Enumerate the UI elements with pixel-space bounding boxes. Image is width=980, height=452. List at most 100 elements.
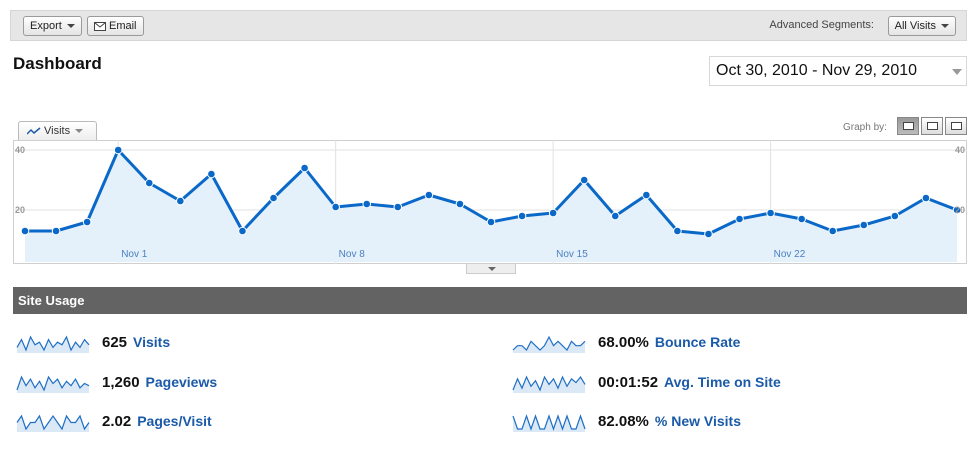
y-tick-label-right: 40 bbox=[955, 145, 965, 155]
data-point bbox=[828, 226, 838, 236]
stat-link[interactable]: Pages/Visit bbox=[137, 413, 212, 429]
stat-link[interactable]: Bounce Rate bbox=[654, 334, 741, 350]
sparkline-line bbox=[512, 335, 586, 351]
export-label: Export bbox=[30, 20, 62, 32]
data-point bbox=[207, 169, 216, 179]
data-point bbox=[673, 226, 682, 236]
sparkline-line bbox=[16, 414, 90, 431]
stat-value: 625 bbox=[102, 334, 128, 351]
data-point bbox=[921, 193, 931, 203]
stat-avg-time: 00:01:52 Avg. Time on Site bbox=[512, 372, 932, 394]
site-usage-header: Site Usage bbox=[13, 287, 967, 314]
data-point bbox=[579, 175, 589, 185]
data-point bbox=[517, 211, 527, 221]
sparkline-icon bbox=[512, 375, 586, 393]
stat-value: 68.00% bbox=[598, 334, 649, 351]
sparkline-area bbox=[513, 337, 585, 353]
data-point bbox=[890, 211, 900, 221]
data-point bbox=[548, 208, 558, 218]
graph-by-month-button[interactable] bbox=[945, 117, 967, 135]
stat-link[interactable]: Pageviews bbox=[145, 374, 218, 390]
data-point bbox=[331, 202, 340, 212]
chevron-down-icon bbox=[488, 267, 496, 271]
data-point bbox=[704, 229, 713, 239]
sparkline-area bbox=[17, 377, 89, 393]
sparkline-icon bbox=[16, 335, 90, 353]
x-tick-label: Nov 1 bbox=[121, 249, 148, 260]
sparkline-line bbox=[512, 375, 586, 392]
date-range-text: Oct 30, 2010 - Nov 29, 2010 bbox=[716, 62, 918, 79]
stat-value: 1,260 bbox=[102, 374, 140, 391]
chevron-down-icon bbox=[66, 24, 75, 29]
stat-link[interactable]: % New Visits bbox=[654, 413, 741, 429]
data-point bbox=[113, 145, 123, 155]
stat-new-visits: 82.08% % New Visits bbox=[512, 411, 932, 433]
sparkline-icon bbox=[16, 414, 90, 432]
stat-pages-per-visit: 2.02 Pages/Visit bbox=[16, 411, 436, 433]
data-point bbox=[82, 217, 92, 227]
data-point bbox=[238, 226, 247, 236]
data-point bbox=[766, 208, 775, 218]
graph-by-day-button[interactable] bbox=[897, 117, 919, 135]
chart-expand-toggle[interactable] bbox=[466, 264, 516, 274]
y-tick-label-left: 20 bbox=[15, 205, 25, 215]
stat-link[interactable]: Visits bbox=[133, 334, 171, 350]
data-point bbox=[269, 193, 278, 203]
sparkline-icon bbox=[512, 335, 586, 353]
chart-area bbox=[25, 150, 957, 262]
stat-value: 00:01:52 bbox=[598, 374, 659, 391]
segment-select[interactable]: All Visits bbox=[887, 16, 956, 36]
data-point bbox=[20, 226, 30, 236]
data-point bbox=[735, 214, 744, 224]
stat-value: 82.08% bbox=[598, 413, 649, 430]
data-point bbox=[642, 190, 651, 200]
x-tick-label: Nov 22 bbox=[774, 249, 806, 260]
data-point bbox=[952, 205, 962, 215]
data-point bbox=[176, 196, 185, 206]
data-point bbox=[859, 220, 869, 230]
email-label: Email bbox=[109, 20, 137, 32]
visits-chart[interactable]: 40 20 40 20 Nov 1 Nov 8 Nov 15 Nov 22 bbox=[13, 140, 967, 264]
x-tick-label: Nov 8 bbox=[339, 249, 366, 260]
sparkline-line bbox=[16, 375, 90, 392]
line-chart-icon bbox=[26, 127, 41, 135]
graph-by-week-button[interactable] bbox=[921, 117, 943, 135]
week-view-icon bbox=[927, 122, 938, 130]
data-point bbox=[455, 199, 465, 209]
date-range-picker[interactable]: Oct 30, 2010 - Nov 29, 2010 bbox=[709, 56, 967, 86]
sparkline-icon bbox=[16, 375, 90, 393]
chevron-down-icon bbox=[75, 129, 84, 134]
data-point bbox=[424, 190, 434, 200]
y-tick-label-left: 40 bbox=[15, 145, 25, 155]
graph-by-label: Graph by: bbox=[843, 122, 887, 133]
segment-value: All Visits bbox=[894, 20, 936, 32]
data-point bbox=[610, 211, 620, 221]
sparkline-line bbox=[512, 414, 586, 431]
segments-label: Advanced Segments: bbox=[769, 19, 874, 31]
data-point bbox=[393, 202, 403, 212]
chevron-down-icon bbox=[952, 69, 962, 75]
sparkline-area bbox=[513, 416, 585, 432]
export-button[interactable]: Export bbox=[23, 16, 82, 36]
email-button[interactable]: Email bbox=[87, 16, 144, 36]
sparkline-icon bbox=[512, 414, 586, 432]
data-point bbox=[144, 178, 154, 188]
chevron-down-icon bbox=[941, 24, 949, 29]
metric-selector[interactable]: Visits bbox=[18, 121, 97, 140]
page-title: Dashboard bbox=[13, 54, 102, 73]
x-tick-label: Nov 15 bbox=[556, 249, 588, 260]
data-point bbox=[486, 217, 496, 227]
stat-link[interactable]: Avg. Time on Site bbox=[664, 374, 781, 390]
stat-visits: 625 Visits bbox=[16, 332, 436, 354]
stat-bounce-rate: 68.00% Bounce Rate bbox=[512, 332, 932, 354]
month-view-icon bbox=[951, 122, 962, 130]
stat-pageviews: 1,260 Pageviews bbox=[16, 372, 436, 394]
sparkline-area bbox=[17, 416, 89, 432]
sparkline-line bbox=[16, 335, 90, 352]
y-tick-label-right: 20 bbox=[955, 205, 965, 215]
data-point bbox=[51, 226, 61, 236]
envelope-icon bbox=[94, 21, 106, 31]
stat-value: 2.02 bbox=[102, 413, 132, 430]
metric-selector-label: Visits bbox=[44, 125, 71, 137]
day-view-icon bbox=[903, 122, 914, 130]
